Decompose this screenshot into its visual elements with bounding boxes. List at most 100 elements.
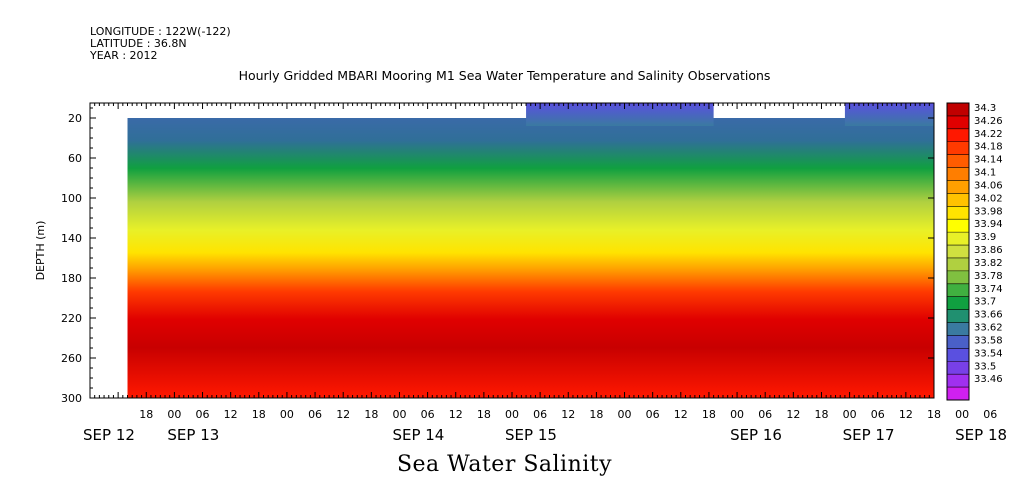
y-tick-label: 140 [61, 232, 82, 245]
x-hour-label: 12 [674, 408, 688, 421]
colorbar-swatch [947, 128, 969, 143]
colorbar-label: 34.06 [974, 180, 1003, 191]
colorbar-swatch [947, 257, 969, 272]
colorbar-label: 33.78 [974, 271, 1003, 282]
y-axis: 20 60 100 140 180 220 260 300 [61, 107, 934, 405]
x-hour-label: 00 [505, 408, 519, 421]
colorbar-label: 33.62 [974, 323, 1003, 334]
x-hour-label: 00 [280, 408, 294, 421]
colorbar-label: 33.58 [974, 335, 1003, 346]
x-hour-label: 18 [589, 408, 603, 421]
x-day-label: SEP 13 [167, 426, 219, 444]
x-hour-label: 12 [224, 408, 238, 421]
colorbar-swatch [947, 335, 969, 349]
colorbar-label: 34.02 [974, 193, 1003, 204]
x-hour-label: 00 [955, 408, 969, 421]
colorbar-swatch [947, 219, 969, 233]
x-hour-label: 18 [252, 408, 266, 421]
colorbar-swatch [947, 361, 969, 375]
colorbar-swatch [947, 374, 969, 388]
colorbar-swatch [947, 322, 969, 336]
x-hour-label: 00 [843, 408, 857, 421]
colorbar-swatch [947, 206, 969, 220]
colorbar-label: 33.9 [974, 232, 996, 243]
salinity-gradient-field [127, 118, 934, 398]
colorbar-label: 34.1 [974, 168, 996, 179]
y-tick-label: 260 [61, 352, 82, 365]
x-hour-label: 18 [927, 408, 941, 421]
colorbar-swatch [947, 270, 969, 285]
colorbar-label: 33.46 [974, 374, 1003, 385]
chart-title: Hourly Gridded MBARI Mooring M1 Sea Wate… [238, 68, 771, 83]
colorbar-label: 34.26 [974, 116, 1003, 127]
y-tick-label: 20 [68, 112, 82, 125]
y-tick-label: 100 [61, 192, 82, 205]
shallow-observation-band [844, 103, 934, 126]
x-day-label: SEP 16 [730, 426, 782, 444]
x-hour-label: 00 [167, 408, 181, 421]
colorbar-swatch [947, 245, 969, 259]
colorbar-label: 33.7 [974, 297, 996, 308]
y-tick-label: 220 [61, 312, 82, 325]
colorbar-swatch [947, 180, 969, 194]
colorbar-label: 33.98 [974, 206, 1003, 217]
colorbar-label: 33.82 [974, 258, 1003, 269]
x-hour-label: 06 [533, 408, 547, 421]
colorbar-label: 33.5 [974, 361, 996, 372]
x-hour-label: 06 [646, 408, 660, 421]
colorbar-label: 33.94 [974, 219, 1003, 230]
x-axis: 18 00 06 12 18 00 06 12 18 00 06 12 18 00 06 12 18 00 06 12… [83, 103, 1007, 444]
x-hour-label: 18 [477, 408, 491, 421]
colorbar-swatch [947, 115, 969, 130]
colorbar-label: 33.66 [974, 310, 1003, 321]
x-hour-label: 18 [364, 408, 378, 421]
x-hour-label: 18 [814, 408, 828, 421]
colorbar-label: 34.3 [974, 103, 996, 114]
x-day-label: SEP 17 [843, 426, 895, 444]
colorbar-swatch [947, 141, 969, 156]
x-hour-label: 00 [392, 408, 406, 421]
x-axis-title: Sea Water Salinity [396, 452, 613, 477]
colorbar-swatch [947, 193, 969, 207]
x-hour-label: 18 [139, 408, 153, 421]
x-hour-label: 06 [196, 408, 210, 421]
colorbar-swatch [947, 283, 969, 298]
colorbar-swatch [947, 387, 969, 401]
colorbar-swatch [947, 348, 969, 362]
y-tick-label: 300 [61, 392, 82, 405]
y-tick-label: 180 [61, 272, 82, 285]
x-hour-label: 00 [730, 408, 744, 421]
colorbar-swatch [947, 103, 969, 117]
x-hour-label: 12 [336, 408, 350, 421]
colorbar-label: 34.14 [974, 155, 1003, 166]
colorbar-swatch [947, 167, 969, 181]
x-hour-label: 12 [786, 408, 800, 421]
x-day-label: SEP 12 [83, 426, 135, 444]
x-hour-label: 12 [899, 408, 913, 421]
colorbar-label: 34.22 [974, 129, 1003, 140]
colorbar-frame [946, 102, 970, 401]
y-tick-label: 60 [68, 152, 82, 165]
x-hour-label: 06 [308, 408, 322, 421]
x-hour-label: 06 [421, 408, 435, 421]
colorbar-swatch [947, 154, 969, 169]
colorbar-swatch [947, 232, 969, 246]
latitude-label: LATITUDE : 36.8N [90, 37, 187, 50]
longitude-label: LONGITUDE : 122W(-122) [90, 25, 231, 38]
x-day-label: SEP 14 [392, 426, 444, 444]
shallow-observation-band [526, 103, 714, 126]
colorbar-label: 34.18 [974, 142, 1003, 153]
x-hour-label: 12 [561, 408, 575, 421]
salinity-field [127, 103, 934, 398]
year-label: YEAR : 2012 [90, 49, 158, 62]
x-hour-label: 12 [449, 408, 463, 421]
colorbar: 34.3 34.26 34.22 34.18 34.14 34.134.06 34.02 33… [946, 102, 1003, 401]
x-hour-label: 00 [618, 408, 632, 421]
colorbar-swatch [947, 296, 969, 311]
x-hour-label: 18 [702, 408, 716, 421]
x-hour-label: 06 [871, 408, 885, 421]
x-hour-label: 06 [758, 408, 772, 421]
colorbar-label: 33.86 [974, 245, 1003, 256]
y-axis-label: DEPTH (m) [34, 221, 47, 281]
